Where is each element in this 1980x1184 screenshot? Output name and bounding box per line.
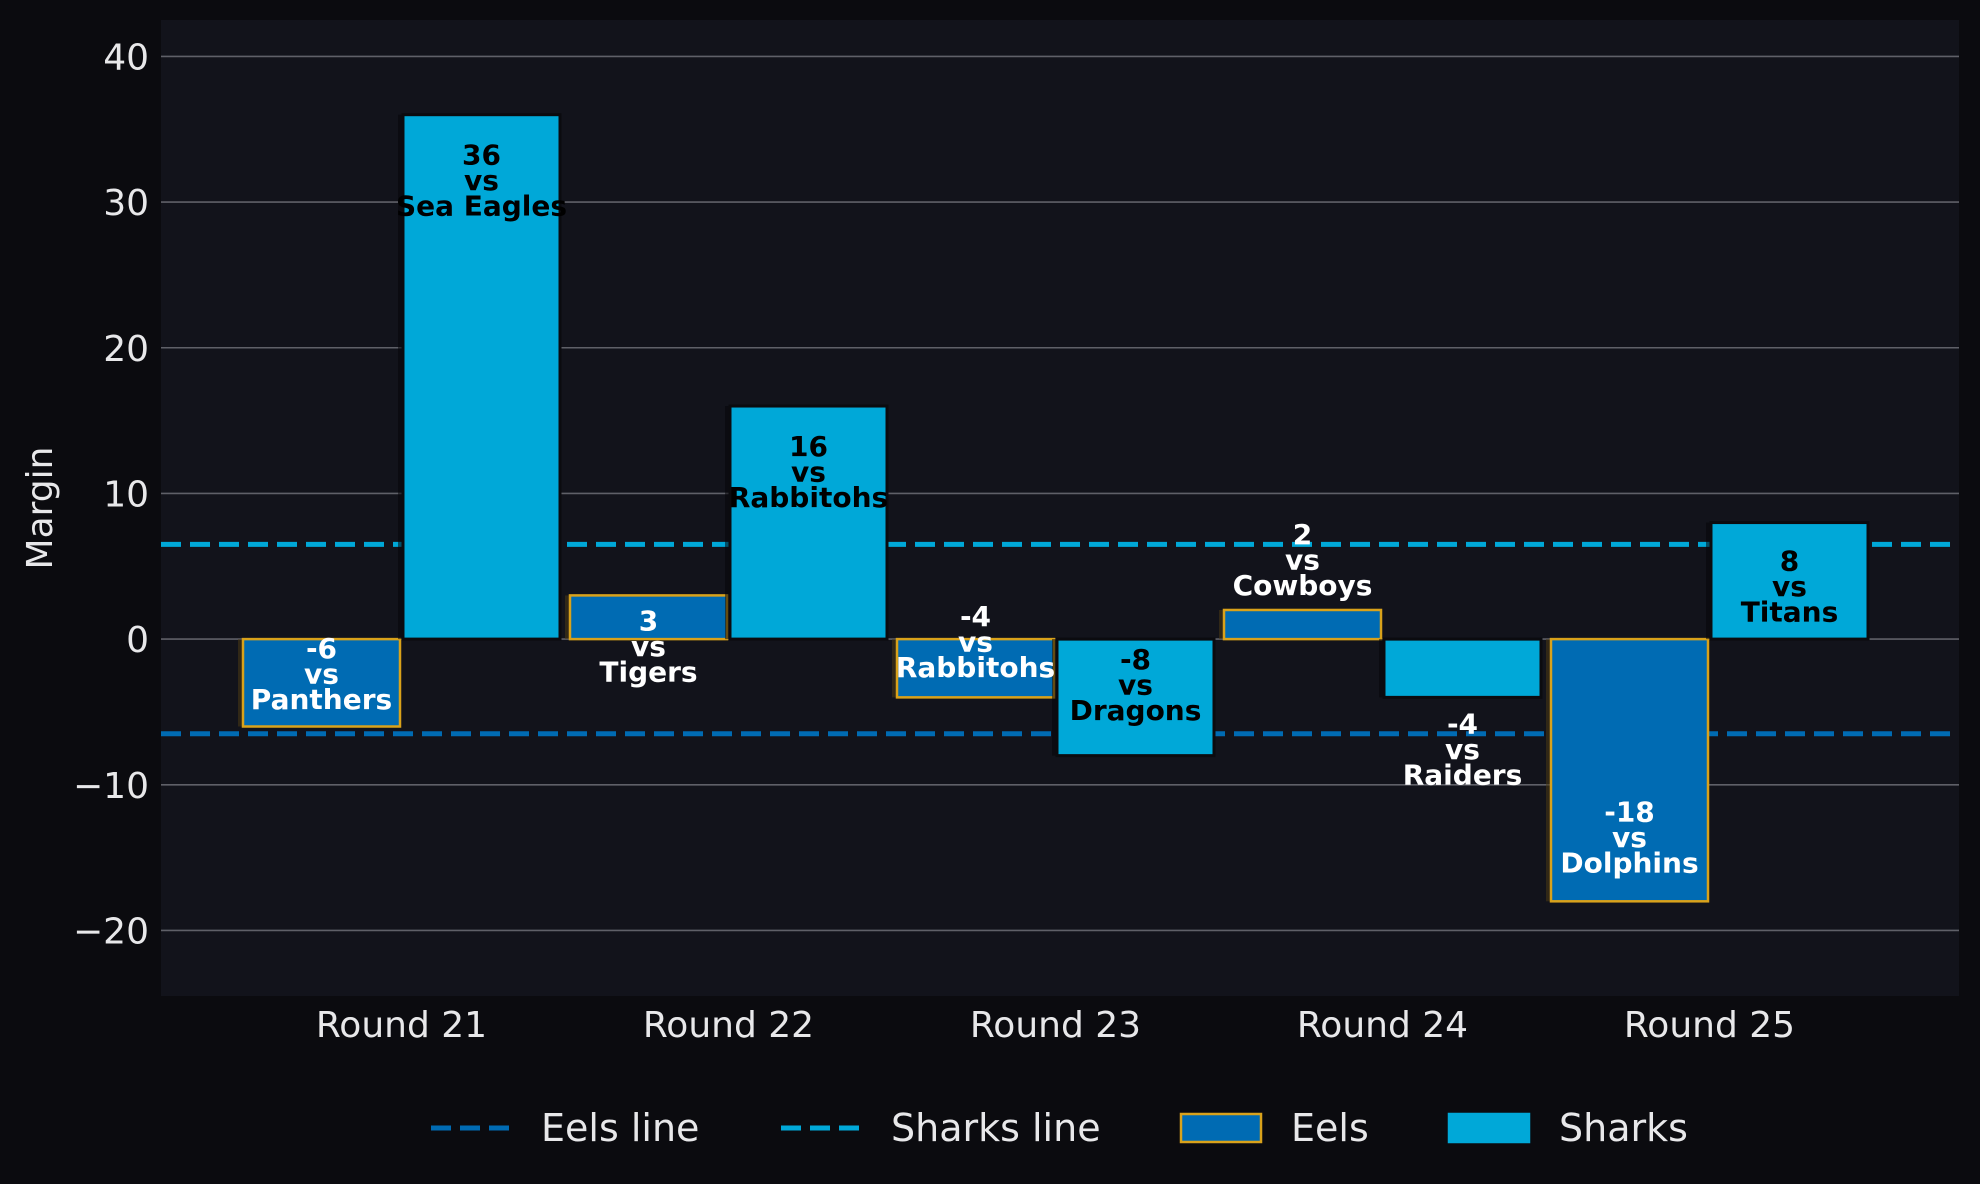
bar-value-label: 8 (1780, 545, 1799, 578)
x-tick-label: Round 23 (970, 1005, 1141, 1046)
eels-bar (1549, 637, 1710, 903)
bar-opponent-label: Tigers (599, 655, 697, 688)
sharks-bar (1709, 521, 1870, 641)
sharks-bar (1382, 637, 1543, 699)
x-tick-label: Round 25 (1624, 1005, 1795, 1046)
bar-value-label: 2 (1293, 518, 1312, 551)
y-tick-label: −10 (73, 766, 149, 807)
legend-sharks-swatch (1447, 1112, 1531, 1144)
sharks-bar (401, 113, 562, 641)
bar-value-label: -4 (960, 600, 991, 633)
sharks-bar (728, 404, 889, 641)
x-tick-label: Round 22 (643, 1005, 814, 1046)
bar-value-label: 16 (789, 430, 828, 463)
bar-vs-label: vs (1612, 821, 1647, 854)
bar-value-label: 36 (462, 139, 501, 172)
bar-vs-label: vs (1445, 733, 1480, 766)
bar-opponent-label: Titans (1741, 596, 1839, 629)
x-tick-label: Round 24 (1297, 1005, 1468, 1046)
eels-bar (895, 637, 1056, 699)
bar-vs-label: vs (1772, 570, 1807, 603)
bar-value-label: -8 (1120, 643, 1151, 676)
bar-vs-label: vs (958, 626, 993, 659)
legend: Eels line Sharks line Eels Sharks (431, 1106, 1688, 1150)
legend-sharks-label: Sharks (1559, 1106, 1688, 1150)
legend-eels-label: Eels (1291, 1106, 1369, 1150)
bar-value-label: -18 (1604, 795, 1655, 828)
legend-eels-line-label: Eels line (541, 1106, 699, 1150)
y-tick-label: 30 (103, 183, 149, 224)
y-axis-title: Margin (20, 447, 61, 570)
bar-value-label: -6 (306, 632, 337, 665)
x-tick-labels: Round 21 Round 22 Round 23 Round 24 Round 25 (316, 1005, 1795, 1046)
legend-eels-swatch (1179, 1112, 1263, 1144)
bar-value-label: -4 (1447, 707, 1478, 740)
y-tick-labels: −20 −10 0 10 20 30 40 (73, 37, 149, 952)
bars (238, 113, 1870, 903)
bar-opponent-label: Sea Eagles (396, 190, 567, 223)
bar-opponent-label: Cowboys (1233, 569, 1373, 602)
bar-vs-label: vs (304, 658, 339, 691)
sharks-bar (1055, 637, 1216, 758)
y-tick-label: 40 (103, 37, 149, 78)
bar-opponent-label: Dolphins (1560, 846, 1698, 879)
x-tick-label: Round 21 (316, 1005, 487, 1046)
bar-opponent-label: Panthers (251, 683, 392, 716)
bar-vs-label: vs (791, 456, 826, 489)
bar-opponent-label: Dragons (1070, 694, 1202, 727)
bar-opponent-label: Raiders (1403, 758, 1523, 791)
eels-bar (568, 594, 729, 641)
bar-value-label: 3 (639, 604, 658, 637)
y-tick-label: 10 (103, 474, 149, 515)
y-tick-label: −20 (73, 911, 149, 952)
y-tick-label: 20 (103, 329, 149, 370)
bar-opponent-label: Rabbitohs (729, 481, 888, 514)
legend-sharks-line-label: Sharks line (891, 1106, 1101, 1150)
bar-vs-label: vs (464, 164, 499, 197)
bar-vs-label: vs (1118, 669, 1153, 702)
bar-vs-label: vs (631, 630, 666, 663)
bar-vs-label: vs (1285, 543, 1320, 576)
y-tick-label: 0 (126, 620, 149, 661)
eels-bar (241, 637, 402, 728)
eels-bar (1222, 608, 1383, 641)
bar-opponent-label: Rabbitohs (896, 651, 1055, 684)
